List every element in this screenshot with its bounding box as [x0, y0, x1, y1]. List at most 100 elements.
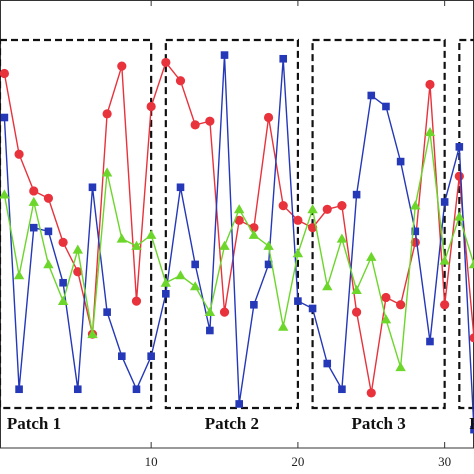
series-2-point-27 — [382, 102, 390, 111]
series-2-point-24 — [338, 385, 346, 394]
series-2-point-8 — [103, 308, 111, 316]
series-group — [0, 51, 474, 434]
series-2-point-29 — [411, 227, 420, 236]
series-2-point-14 — [191, 260, 199, 269]
series-1-point-25 — [352, 307, 362, 317]
series-3-point-2 — [13, 270, 25, 280]
series-3-point-30 — [424, 127, 436, 137]
series-3-point-19 — [263, 240, 274, 250]
series-1-point-12 — [161, 57, 171, 68]
series-3-point-29 — [410, 200, 421, 210]
series-1-point-20 — [278, 201, 288, 211]
series-3-point-8 — [101, 167, 113, 177]
series-1-point-5 — [58, 237, 68, 247]
series-3-point-4 — [43, 259, 54, 269]
series-1-point-14 — [190, 120, 200, 130]
series-3-point-13 — [175, 270, 186, 280]
series-3-point-27 — [380, 314, 392, 324]
series-3-point-22 — [307, 204, 318, 214]
series-3-point-31 — [439, 255, 450, 265]
series-2-point-31 — [440, 198, 449, 206]
x-tick-label-1: 10 — [145, 454, 158, 469]
x-tick-label-2: 20 — [291, 454, 304, 469]
series-2-point-26 — [367, 91, 376, 100]
series-2-point-2 — [15, 385, 23, 394]
series-3-point-15 — [204, 306, 216, 316]
series-3-point-25 — [351, 284, 362, 294]
series-2-point-11 — [147, 352, 155, 360]
series-3-point-28 — [395, 362, 406, 372]
series-1-point-22 — [307, 223, 318, 233]
series-1-point-26 — [366, 388, 376, 398]
series-2-point-9 — [118, 352, 126, 360]
series-3-point-7 — [87, 329, 98, 339]
series-1-point-1 — [0, 68, 10, 79]
series-3-point-6 — [72, 244, 83, 254]
series-2-point-22 — [308, 304, 317, 313]
series-1-point-11 — [146, 101, 156, 112]
x-axis-ticks — [150, 0, 446, 448]
series-1-point-2 — [14, 149, 24, 159]
series-2-point-12 — [162, 289, 170, 298]
series-1-point-9 — [117, 61, 127, 71]
series-3-point-26 — [366, 251, 377, 261]
series-3-point-17 — [234, 204, 245, 214]
series-2-point-6 — [73, 385, 82, 394]
series-2-point-25 — [352, 190, 361, 199]
series-1-point-6 — [73, 267, 83, 277]
series-2-point-18 — [250, 300, 258, 309]
series-1-point-31 — [440, 300, 450, 310]
series-1-point-23 — [322, 204, 332, 214]
series-1-line — [3, 60, 474, 394]
series-3-point-3 — [28, 196, 39, 206]
series-3-point-23 — [322, 281, 333, 291]
series-1-point-4 — [43, 193, 54, 203]
series-1-point-15 — [205, 116, 215, 126]
series-2-point-33 — [470, 425, 474, 434]
series-1-point-10 — [131, 296, 142, 306]
patch-label-1: Patch 1 — [7, 414, 61, 433]
series-2-point-5 — [59, 278, 67, 287]
series-2-point-19 — [264, 260, 273, 269]
series-1-point-19 — [263, 112, 274, 123]
series-1-point-33 — [469, 333, 474, 343]
series-1-point-24 — [337, 201, 347, 211]
series-3-point-1 — [0, 189, 10, 199]
patch-labels: Patch 1 Patch 2 Patch 3 Patc — [7, 414, 474, 433]
series-1-point-21 — [293, 215, 303, 225]
series-1-point-30 — [425, 79, 435, 90]
series-2-point-7 — [88, 183, 97, 192]
series-2-point-3 — [29, 223, 38, 232]
series-2-point-23 — [323, 359, 332, 368]
patch-label-2: Patch 2 — [205, 414, 259, 433]
series-3-point-21 — [292, 248, 304, 258]
patch-box-3 — [311, 38, 446, 410]
series-3-point-20 — [278, 321, 289, 331]
series-3-point-9 — [116, 233, 127, 243]
series-2-point-30 — [426, 337, 434, 346]
patch-label-3: Patch 3 — [351, 414, 405, 433]
series-2-point-1 — [0, 113, 9, 122]
series-3 — [0, 127, 474, 372]
series-3-point-33 — [468, 259, 474, 269]
series-2-point-13 — [176, 183, 185, 192]
series-2-point-15 — [206, 326, 214, 335]
x-tick-label-3: 30 — [438, 454, 451, 469]
series-2-line — [3, 55, 474, 430]
patch-box-2 — [164, 38, 300, 410]
series-1-point-28 — [396, 300, 406, 310]
series-3-point-16 — [219, 240, 230, 250]
series-3-point-5 — [57, 295, 69, 305]
series-3-point-10 — [131, 240, 142, 250]
series-2-point-16 — [220, 51, 229, 59]
series-3-point-14 — [190, 281, 201, 291]
patch-label-4: Patc — [469, 414, 474, 433]
series-1-point-8 — [102, 109, 112, 119]
x-axis-tick-labels: 10 20 30 — [145, 454, 451, 469]
series-1-point-3 — [29, 186, 39, 196]
series-2-point-28 — [396, 157, 405, 166]
series-2-point-10 — [132, 385, 141, 394]
series-3-point-32 — [454, 211, 465, 221]
series-1-point-17 — [234, 215, 244, 225]
